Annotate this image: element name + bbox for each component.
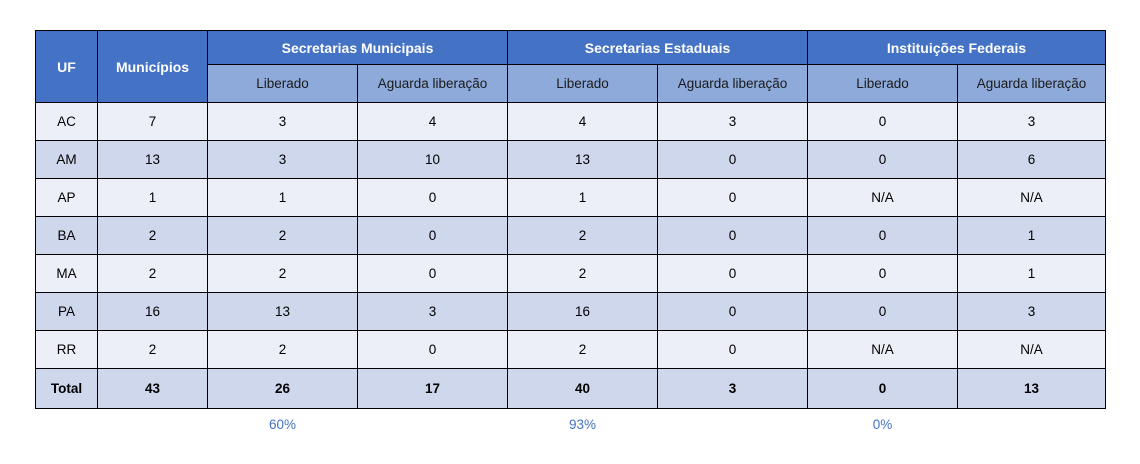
data-cell: 10 [357,140,508,179]
uf-cell: PA [35,292,98,331]
total-cell: 17 [357,368,508,409]
sub-header-row: Liberado Aguarda liberação Liberado Agua… [36,64,1106,103]
total-cell: 13 [957,368,1106,409]
data-cell: 2 [507,216,658,255]
uf-cell: RR [35,330,98,369]
col-header-uf: UF [35,30,98,103]
data-cell: N/A [957,330,1106,369]
data-cell: 0 [657,216,808,255]
total-cell: 40 [507,368,658,409]
data-cell: 2 [207,216,358,255]
data-cell: 0 [357,216,508,255]
municipios-cell: 2 [97,254,208,293]
data-cell: 6 [957,140,1106,179]
data-cell: 0 [807,140,958,179]
data-cell: 2 [207,330,358,369]
total-cell: 26 [207,368,358,409]
data-cell: 0 [657,292,808,331]
data-cell: 0 [657,330,808,369]
data-cell: N/A [957,178,1106,217]
municipios-cell: 1 [97,178,208,217]
table-row: AM 13 3 10 13 0 0 6 [35,140,1106,179]
liberation-status-table: UF Municípios Secretarias Municipais Sec… [35,30,1106,439]
total-label: Total [35,368,98,409]
municipios-cell: 2 [97,330,208,369]
municipios-cell: 2 [97,216,208,255]
data-cell: 0 [807,102,958,141]
table-row: PA 16 13 3 16 0 0 3 [35,292,1106,331]
data-cell: 3 [957,102,1106,141]
total-cell: 0 [807,368,958,409]
data-cell: 0 [657,254,808,293]
data-cell: 3 [207,140,358,179]
data-cell: 0 [807,292,958,331]
total-municipios: 43 [97,368,208,409]
subheader-estaduais-aguarda: Aguarda liberação [657,64,808,103]
group-header-secretarias-municipais: Secretarias Municipais [207,30,508,65]
table-row: RR 2 2 0 2 0 N/A N/A [35,330,1106,369]
municipios-cell: 7 [97,102,208,141]
subheader-federais-aguarda: Aguarda liberação [957,64,1106,103]
subheader-municipais-aguarda: Aguarda liberação [357,64,508,103]
data-cell: N/A [807,178,958,217]
table-row: AP 1 1 0 1 0 N/A N/A [35,178,1106,217]
uf-cell: AP [35,178,98,217]
municipios-cell: 16 [97,292,208,331]
table-row: AC 7 3 4 4 3 0 3 [35,102,1106,141]
uf-cell: BA [35,216,98,255]
data-cell: 1 [507,178,658,217]
page: UF Municípios Secretarias Municipais Sec… [35,30,1106,439]
uf-cell: AC [35,102,98,141]
data-cell: 2 [507,330,658,369]
group-header-row: UF Municípios Secretarias Municipais Sec… [35,30,1106,103]
uf-cell: MA [35,254,98,293]
data-cell: 2 [207,254,358,293]
uf-cell: AM [35,140,98,179]
group-header-instituicoes-federais: Instituições Federais [807,30,1106,65]
data-cell: 0 [357,178,508,217]
data-cell: 3 [657,102,808,141]
percent-row: 60% 93% 0% [35,408,1106,439]
data-cell: 1 [957,216,1106,255]
data-cell: 3 [207,102,358,141]
subheader-municipais-liberado: Liberado [207,64,358,103]
data-cell: 2 [507,254,658,293]
table-row: BA 2 2 0 2 0 0 1 [35,216,1106,255]
percent-federais-liberado: 0% [807,408,958,439]
data-cell: 16 [507,292,658,331]
data-cell: 4 [507,102,658,141]
group-header-secretarias-estaduais: Secretarias Estaduais [507,30,808,65]
table-row: MA 2 2 0 2 0 0 1 [35,254,1106,293]
data-cell: 13 [507,140,658,179]
data-cell: 0 [657,178,808,217]
col-header-municipios: Municípios [97,30,208,103]
data-cell: 0 [357,330,508,369]
data-cell: 1 [207,178,358,217]
data-cell: 3 [357,292,508,331]
total-cell: 3 [657,368,808,409]
data-cell: N/A [807,330,958,369]
data-cell: 3 [957,292,1106,331]
data-cell: 13 [207,292,358,331]
municipios-cell: 13 [97,140,208,179]
total-row: Total 43 26 17 40 3 0 13 [35,368,1106,409]
subheader-estaduais-liberado: Liberado [507,64,658,103]
data-cell: 0 [657,140,808,179]
data-cell: 1 [957,254,1106,293]
data-cell: 4 [357,102,508,141]
percent-municipais-liberado: 60% [207,408,358,439]
subheader-federais-liberado: Liberado [807,64,958,103]
data-cell: 0 [807,216,958,255]
data-cell: 0 [807,254,958,293]
percent-estaduais-liberado: 93% [507,408,658,439]
data-cell: 0 [357,254,508,293]
